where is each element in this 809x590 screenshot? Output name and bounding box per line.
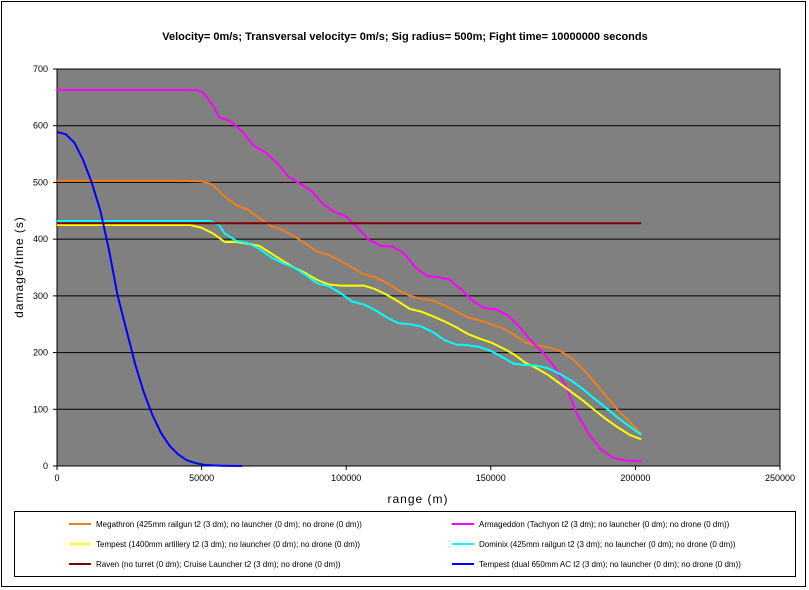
legend-swatch	[452, 543, 474, 545]
y-tick-label: 200	[33, 348, 48, 358]
chart-canvas: Velocity= 0m/s; Transversal velocity= 0m…	[12, 31, 795, 506]
y-axis-label: damage/time (s)	[12, 216, 26, 318]
legend-label: Raven (no turret (0 dm); Cruise Launcher…	[96, 559, 341, 569]
legend-swatch	[452, 563, 474, 565]
legend-label: Armageddon (Tachyon t2 (3 dm); no launch…	[479, 519, 730, 529]
legend-swatch	[69, 563, 91, 565]
x-tick-label: 250000	[765, 473, 795, 483]
legend-swatch	[452, 523, 474, 525]
legend-item-2: Armageddon (Tachyon t2 (3 dm); no launch…	[452, 517, 729, 531]
series-lines	[56, 89, 642, 467]
y-tick-label: 300	[33, 291, 48, 301]
x-tick-label: 150000	[476, 473, 506, 483]
x-tick-label: 200000	[620, 473, 650, 483]
x-tick-label: 50000	[189, 473, 214, 483]
legend-swatch	[69, 543, 91, 545]
legend-label: Megathron (425mm railgun t2 (3 dm); no l…	[96, 519, 362, 529]
legend-item-4: Dominix (425mm railgun t2 (3 dm); no lau…	[452, 537, 736, 551]
legend-item-6: Tempest (dual 650mm AC t2 (3 dm); no lau…	[452, 557, 741, 571]
gridlines	[57, 125, 780, 410]
series-line-4	[57, 220, 642, 436]
y-tick-label: 400	[33, 234, 48, 244]
series-line-6	[56, 131, 243, 467]
legend-label: Tempest (dual 650mm AC t2 (3 dm); no lau…	[479, 559, 741, 569]
plot-area	[56, 68, 781, 467]
y-tick-label: 100	[33, 404, 48, 414]
legend-item-3: Tempest (1400mm artillery t2 (3 dm); no …	[69, 537, 360, 551]
y-axis-ticks: 0 100 200 300 400 500 600 700	[33, 64, 57, 471]
series-line-2	[57, 89, 642, 463]
x-axis-ticks: 0 50000 100000 150000 200000 250000	[54, 466, 795, 483]
x-axis-label: range (m)	[387, 492, 448, 506]
series-line-1	[57, 179, 642, 435]
legend-swatch	[69, 523, 91, 525]
legend-label: Dominix (425mm railgun t2 (3 dm); no lau…	[479, 539, 736, 549]
y-tick-label: 700	[33, 64, 48, 74]
chart-title: Velocity= 0m/s; Transversal velocity= 0m…	[162, 31, 647, 43]
x-tick-label: 100000	[331, 473, 361, 483]
legend-item-1: Megathron (425mm railgun t2 (3 dm); no l…	[69, 517, 362, 531]
x-tick-label: 0	[54, 473, 59, 483]
legend: Megathron (425mm railgun t2 (3 dm); no l…	[14, 511, 796, 577]
legend-item-5: Raven (no turret (0 dm); Cruise Launcher…	[69, 557, 341, 571]
series-line-3	[57, 224, 642, 441]
y-tick-label: 500	[33, 177, 48, 187]
y-tick-label: 600	[33, 121, 48, 131]
legend-label: Tempest (1400mm artillery t2 (3 dm); no …	[96, 539, 361, 549]
y-tick-label: 0	[43, 461, 48, 471]
